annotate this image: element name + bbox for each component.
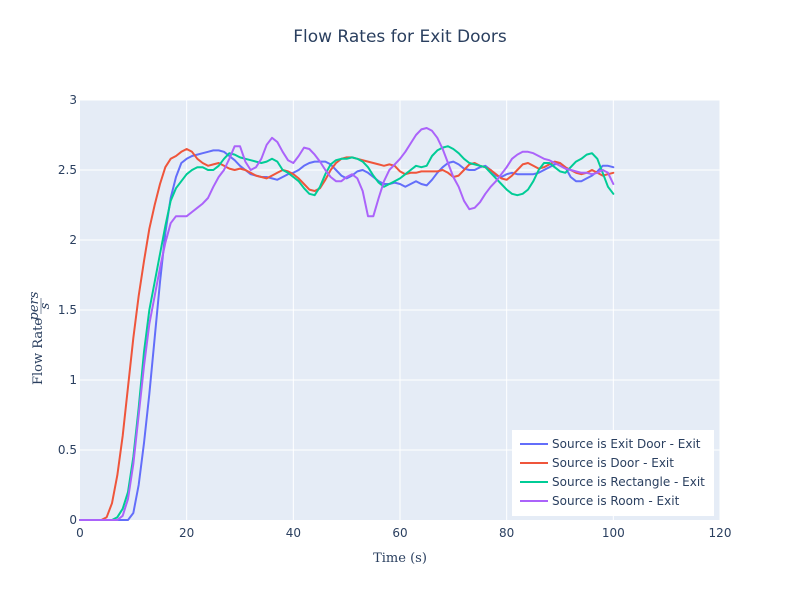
x-tick-label: 0 xyxy=(76,526,84,540)
legend-item[interactable]: Source is Door - Exit xyxy=(520,456,674,470)
x-tick-label: 120 xyxy=(709,526,732,540)
y-tick-label: 2.5 xyxy=(58,163,77,177)
series-group xyxy=(79,127,615,521)
legend-label: Source is Door - Exit xyxy=(552,456,674,470)
y-tick-label: 0.5 xyxy=(58,443,77,457)
legend-item[interactable]: Source is Room - Exit xyxy=(520,494,680,508)
legend[interactable]: Source is Exit Door - Exit Source is Door… xyxy=(512,430,714,516)
y-tick-label: 2 xyxy=(69,233,77,247)
y-tick-label: 1 xyxy=(69,373,77,387)
x-axis-label: Time (s) xyxy=(373,551,427,566)
y-axis-unit-denominator: s xyxy=(38,302,53,309)
y-tick-label: 3 xyxy=(69,93,77,107)
y-axis-label-text: Flow Rate xyxy=(31,318,46,385)
legend-label: Source is Exit Door - Exit xyxy=(552,437,701,451)
series-line-3 xyxy=(79,145,615,521)
y-tick-label: 1.5 xyxy=(58,303,77,317)
chart-title: Flow Rates for Exit Doors xyxy=(293,27,507,47)
x-tick-label: 60 xyxy=(392,526,407,540)
x-tick-label: 100 xyxy=(602,526,625,540)
x-tick-label: 20 xyxy=(179,526,194,540)
x-tick-label: 80 xyxy=(499,526,514,540)
legend-item[interactable]: Source is Exit Door - Exit xyxy=(520,437,701,451)
legend-label: Source is Rectangle - Exit xyxy=(552,475,705,489)
x-tick-label: 40 xyxy=(286,526,301,540)
y-axis: 0 0.5 1 1.5 2 2.5 3 xyxy=(58,93,77,527)
y-tick-label: 0 xyxy=(69,513,77,527)
legend-label: Source is Room - Exit xyxy=(552,494,680,508)
y-axis-unit-numerator: pers xyxy=(27,291,42,320)
series-line-4 xyxy=(79,127,615,521)
x-axis: 0 20 40 60 80 100 120 xyxy=(76,526,731,540)
legend-item[interactable]: Source is Rectangle - Exit xyxy=(520,475,705,489)
